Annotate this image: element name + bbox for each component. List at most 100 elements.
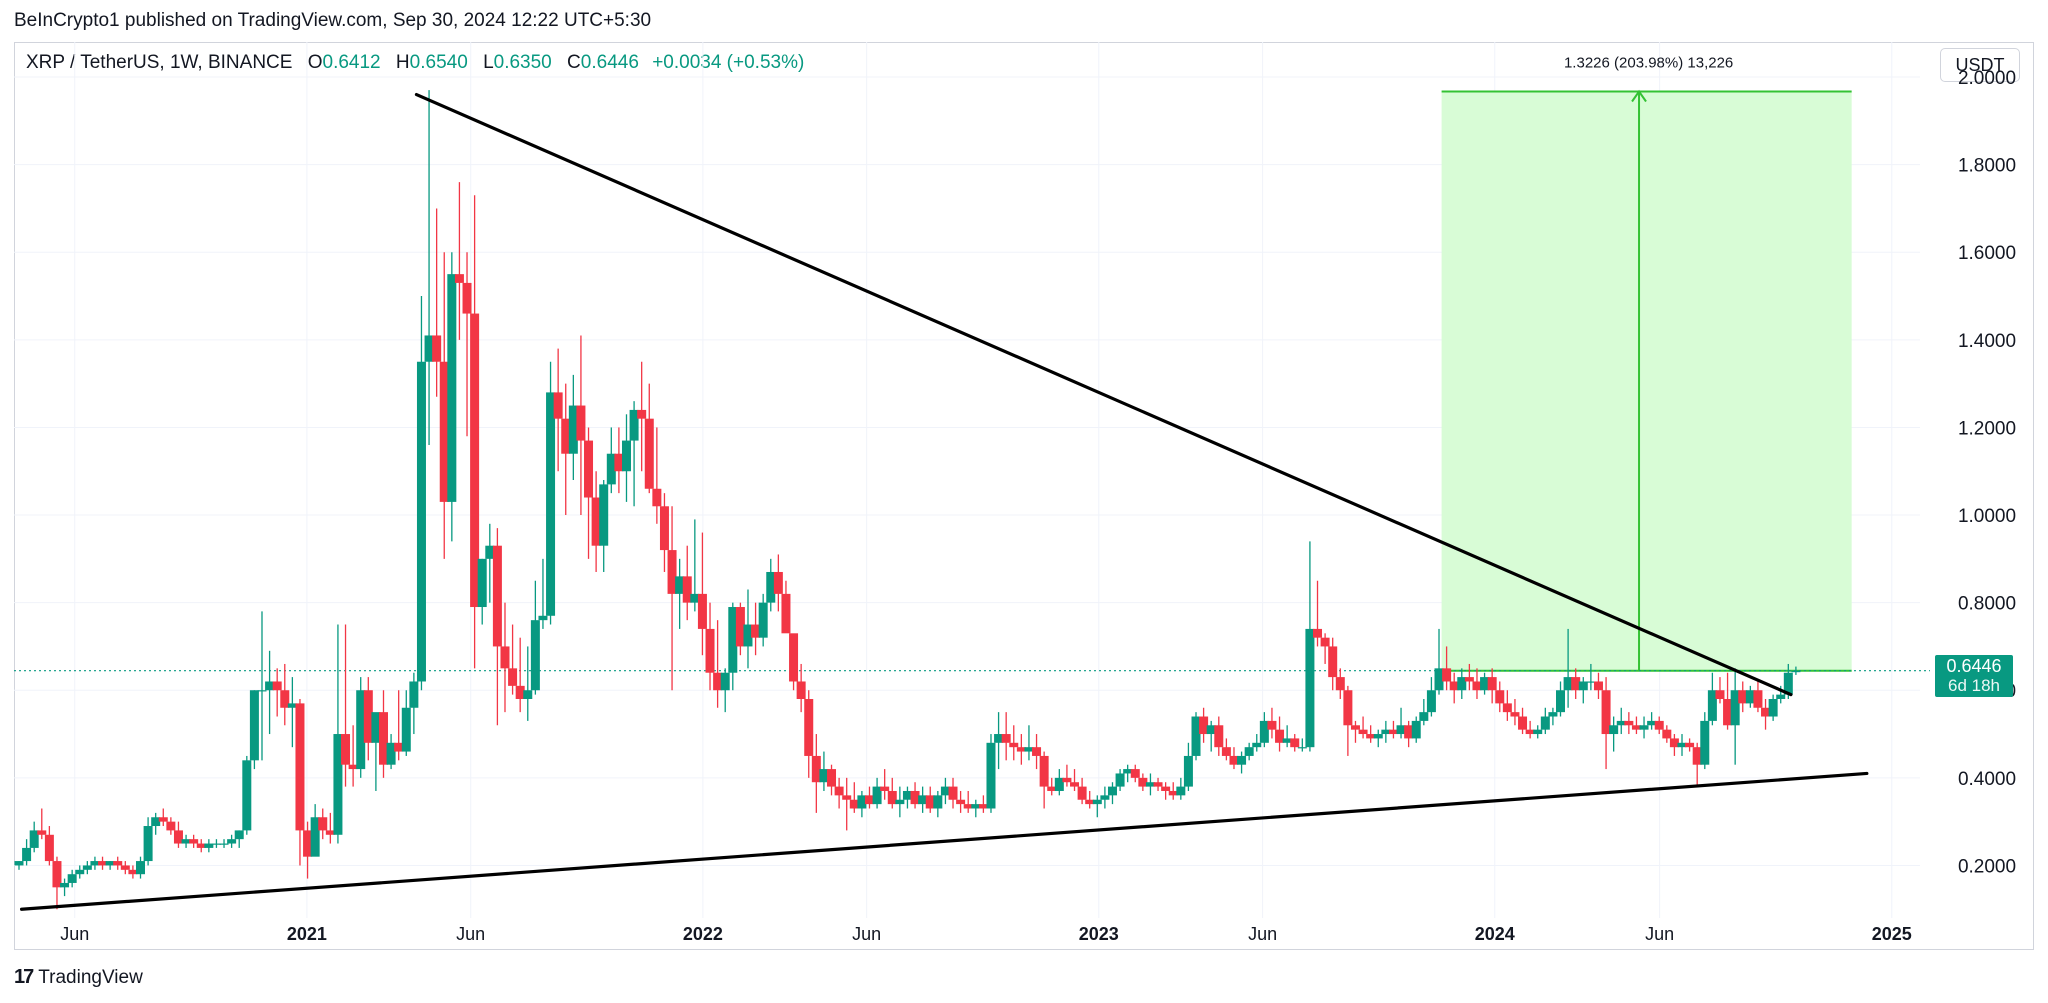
candle-body xyxy=(204,843,214,848)
candle-body xyxy=(1404,725,1414,739)
candle-body xyxy=(986,742,996,809)
candle-body xyxy=(1153,782,1163,787)
x-tick-label: 2023 xyxy=(1079,924,1119,944)
candle-body xyxy=(530,620,540,691)
candle-body xyxy=(485,545,495,559)
candle-body xyxy=(925,795,935,809)
candle-body xyxy=(1282,738,1292,743)
candle-body xyxy=(1700,720,1710,765)
candle-body xyxy=(1107,786,1117,796)
candle-body xyxy=(1381,729,1391,735)
symbol-name[interactable]: XRP / TetherUS, 1W, BINANCE xyxy=(26,52,293,73)
candle-body xyxy=(1457,677,1467,691)
tradingview-brand[interactable]: 17 TradingView xyxy=(14,966,143,989)
candle-body xyxy=(44,834,54,862)
candle-body xyxy=(1525,729,1535,735)
candle-body xyxy=(538,615,548,621)
candle-body xyxy=(1692,747,1702,765)
candle-body xyxy=(1578,681,1588,691)
low-label: L xyxy=(483,52,494,73)
candle-body xyxy=(249,690,259,761)
candle-body xyxy=(1631,725,1641,730)
measure-arrow-head xyxy=(1631,89,1647,103)
candle-body xyxy=(1054,777,1064,791)
tradingview-logo-icon: 17 xyxy=(14,966,34,988)
candle-body xyxy=(432,335,442,362)
x-tick-label: 2022 xyxy=(683,924,723,944)
candle-body xyxy=(454,274,464,283)
candle-body xyxy=(181,839,191,844)
candle-body xyxy=(1715,690,1725,699)
candle-body xyxy=(811,755,821,783)
candle-body xyxy=(341,734,351,765)
candle-body xyxy=(1199,716,1209,735)
currency-button[interactable]: USDT xyxy=(1940,48,2020,82)
candle-body xyxy=(1662,729,1672,739)
candle-body xyxy=(1085,799,1095,805)
candle-body xyxy=(713,672,723,691)
candle-body xyxy=(1533,729,1543,735)
candle-body xyxy=(1100,795,1110,800)
candle-body xyxy=(1472,681,1482,691)
close-label: C xyxy=(567,52,581,73)
candle-body xyxy=(1510,712,1520,717)
candle-body xyxy=(773,571,783,594)
candle-body xyxy=(963,804,973,809)
candle-body xyxy=(591,497,601,546)
candle-body xyxy=(508,668,518,686)
candle-body xyxy=(227,839,237,844)
candle-body xyxy=(310,817,320,857)
candle-body xyxy=(561,418,571,454)
candle-body xyxy=(416,361,426,682)
candle-body xyxy=(690,593,700,603)
candle-body xyxy=(1229,755,1239,765)
candles xyxy=(14,90,1801,910)
candle-body xyxy=(189,839,199,844)
candle-body xyxy=(1032,747,1042,756)
candle-body xyxy=(462,282,472,314)
x-tick-label: Jun xyxy=(60,924,89,944)
candle-body xyxy=(477,558,487,608)
candle-body xyxy=(864,795,874,805)
candle-body xyxy=(918,795,928,805)
change-value: +0.0034 (+0.53%) xyxy=(652,52,805,73)
candle-body xyxy=(29,830,39,848)
chart-frame xyxy=(14,42,2034,950)
candle-body xyxy=(584,440,594,498)
candle-body xyxy=(796,681,806,699)
candle-body xyxy=(1206,725,1216,735)
candle-body xyxy=(1191,716,1201,756)
open-label: O xyxy=(307,52,323,73)
candle-body xyxy=(1487,677,1497,691)
resistance-trendline xyxy=(414,92,1793,697)
candle-body xyxy=(1070,782,1080,787)
candle-body xyxy=(158,817,168,822)
y-tick-label: 0.8000 xyxy=(1958,594,2016,615)
candle-body xyxy=(735,607,745,647)
candle-body xyxy=(356,690,366,770)
candle-body xyxy=(819,769,829,783)
candle-body xyxy=(546,392,556,616)
candle-body xyxy=(234,830,244,840)
candle-body xyxy=(834,786,844,796)
candle-body xyxy=(22,847,32,862)
candle-body xyxy=(1016,747,1026,752)
candle-body xyxy=(1563,677,1573,691)
candle-body xyxy=(1669,738,1679,748)
candle-body xyxy=(1586,681,1596,683)
candle-body xyxy=(1495,690,1505,704)
candle-body xyxy=(849,799,859,809)
x-tick-label: Jun xyxy=(1645,924,1674,944)
candle-body xyxy=(1426,690,1436,713)
candle-body xyxy=(1039,755,1049,787)
x-tick-label: 2021 xyxy=(287,924,327,944)
brand-name: TradingView xyxy=(38,966,143,988)
candle-body xyxy=(1138,777,1148,787)
candle-body xyxy=(751,624,761,638)
candle-body xyxy=(128,869,138,875)
candle-body xyxy=(872,786,882,805)
candle-body xyxy=(827,769,837,787)
candle-body xyxy=(789,633,799,682)
candle-body xyxy=(1343,690,1353,726)
